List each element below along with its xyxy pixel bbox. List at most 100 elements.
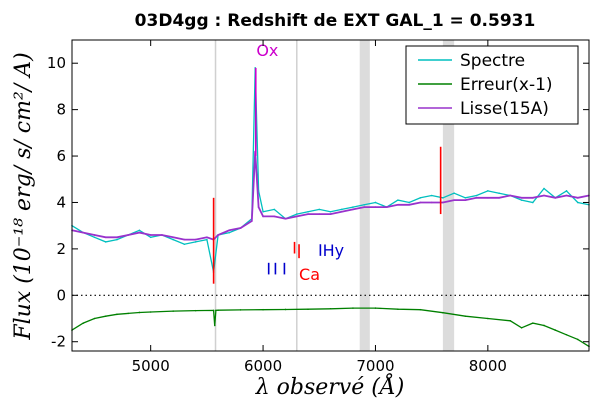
series-0-point <box>194 241 197 243</box>
series-0-point <box>340 208 343 211</box>
series-0-point <box>172 238 174 241</box>
line-label-3: Ca <box>299 265 320 284</box>
series-0-point <box>487 190 489 192</box>
series-1-point <box>217 309 219 311</box>
series-0-point <box>295 213 298 215</box>
series-1-point <box>464 315 467 317</box>
series-0-point <box>576 201 579 204</box>
series-1-point <box>487 317 489 320</box>
series-0-point <box>374 201 377 204</box>
series-2-point <box>93 234 96 236</box>
series-2-point <box>82 231 85 234</box>
series-1-point <box>262 308 264 311</box>
x-tick-label: 8000 <box>469 357 507 375</box>
series-0-point <box>318 208 321 211</box>
series-1-point <box>194 309 197 312</box>
series-1-point <box>104 315 107 317</box>
series-2-point <box>453 199 455 201</box>
series-1-point <box>138 311 141 314</box>
series-0-point <box>149 236 152 239</box>
series-0-point <box>138 229 141 232</box>
series-1-point <box>116 313 118 316</box>
series-1-point <box>127 312 129 315</box>
series-2-point <box>138 231 141 234</box>
series-2-point <box>318 213 321 215</box>
series-0-point <box>116 238 118 241</box>
series-0-point <box>206 238 208 241</box>
series-0-point <box>352 206 354 208</box>
series-line-1 <box>71 307 590 347</box>
series-1-point <box>149 311 152 313</box>
series-2-point <box>419 201 422 204</box>
series-2-point <box>295 215 298 218</box>
series-2-point <box>127 234 129 236</box>
series-2-point <box>217 234 219 236</box>
series-1-point <box>329 307 332 310</box>
legend-box <box>405 45 579 125</box>
legend-label-erreur: Erreur(x-1) <box>460 75 553 95</box>
series-0-point <box>262 210 264 213</box>
series-2-point <box>273 215 276 218</box>
y-tick-label: 6 <box>56 147 66 165</box>
series-2-point <box>487 197 489 199</box>
series-2-point <box>363 206 366 208</box>
series-2-point <box>475 197 478 199</box>
series-2-point <box>183 238 186 241</box>
series-0-point <box>475 194 478 197</box>
series-0-point <box>93 236 96 239</box>
series-2-point <box>239 227 242 229</box>
series-0-point <box>532 201 534 204</box>
series-0-point <box>430 194 433 197</box>
series-0-point <box>520 199 523 201</box>
series-1-point <box>554 329 557 331</box>
series-2-point <box>565 194 568 197</box>
series-0-point <box>565 190 568 192</box>
series-2-point <box>498 197 500 199</box>
series-2-point <box>329 213 332 215</box>
series-0-point <box>464 197 467 199</box>
x-tick-label: 5000 <box>132 357 170 375</box>
y-tick-label: 8 <box>56 101 66 119</box>
x-tick-label: 6000 <box>244 357 282 375</box>
series-1-point <box>82 322 85 324</box>
series-0-point <box>498 192 500 194</box>
y-axis-ticks: -2 0 2 4 6 8 10 <box>47 54 589 351</box>
reference-lines <box>214 40 298 351</box>
series-2-point <box>442 201 444 204</box>
series-group <box>71 67 590 348</box>
series-1-point <box>215 309 217 312</box>
series-line-2 <box>71 151 590 241</box>
series-2-point <box>576 197 579 199</box>
series-0-point <box>273 208 276 211</box>
series-1-point <box>93 317 96 320</box>
series-2-point <box>520 197 523 199</box>
series-2-point <box>430 201 433 204</box>
y-tick-label: -2 <box>51 333 66 351</box>
y-tick-label: 4 <box>56 193 66 211</box>
series-0-point <box>104 241 107 243</box>
series-2-point <box>352 208 354 211</box>
series-0-point <box>543 187 545 190</box>
series-2-point <box>194 238 197 241</box>
series-2-point <box>284 217 287 220</box>
series-2-point <box>206 236 208 239</box>
series-0-point <box>419 197 422 199</box>
legend-label-spectre: Spectre <box>460 51 525 71</box>
x-tick-label: 7000 <box>356 357 394 375</box>
series-2-point <box>307 213 309 215</box>
shaded-band-0 <box>359 40 370 351</box>
x-axis-ticks: 5000 6000 7000 8000 <box>132 40 507 375</box>
series-0-point <box>228 231 231 234</box>
line-label-2: Hy <box>323 241 345 260</box>
series-0-point <box>442 197 444 199</box>
series-0-point <box>453 192 455 194</box>
series-2-point <box>385 206 388 208</box>
series-1-point <box>442 311 444 314</box>
series-2-point <box>374 206 377 208</box>
series-1-point <box>213 324 216 327</box>
plot-frame <box>71 39 590 352</box>
series-2-point <box>262 215 264 218</box>
series-1-point <box>565 333 568 336</box>
series-2-point <box>408 203 410 206</box>
